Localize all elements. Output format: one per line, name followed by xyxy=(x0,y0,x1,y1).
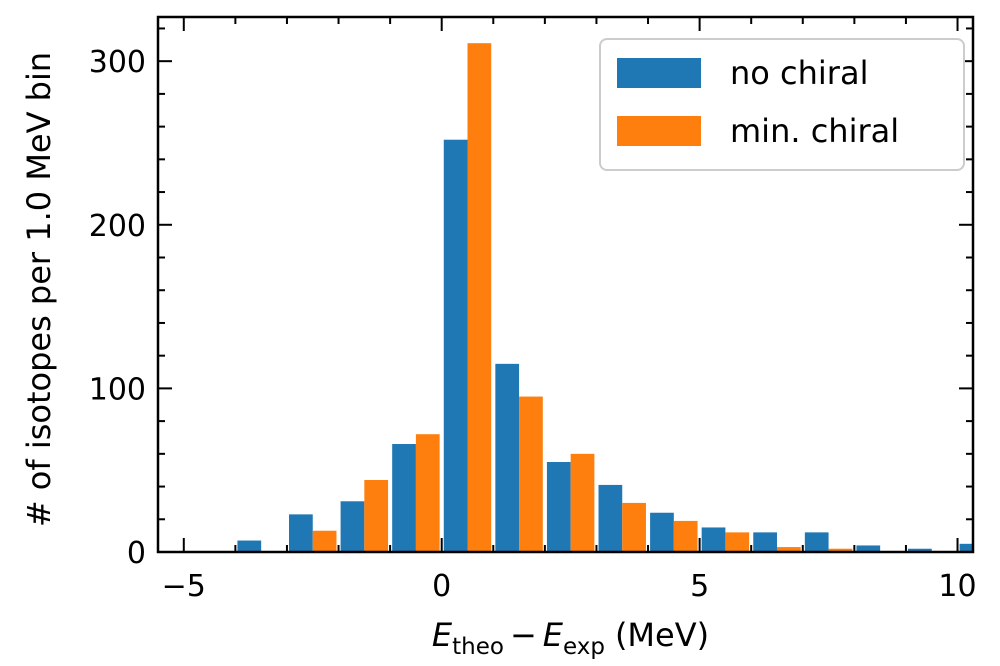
bar-no-chiral xyxy=(495,363,520,552)
x-axis-label-unit: (MeV) xyxy=(615,616,709,654)
bar-min-chiral xyxy=(828,548,853,552)
x-axis-label-sub2: exp xyxy=(563,634,605,660)
y-tick-label: 100 xyxy=(89,372,146,407)
bar-no-chiral xyxy=(237,540,262,552)
bar-no-chiral xyxy=(340,501,365,552)
legend-label: no chiral xyxy=(730,54,868,92)
bar-no-chiral xyxy=(546,462,571,552)
bar-no-chiral xyxy=(804,532,829,552)
legend-label: min. chiral xyxy=(730,112,899,150)
legend-swatch xyxy=(617,58,701,88)
bar-no-chiral xyxy=(443,139,468,552)
bar-min-chiral xyxy=(415,434,440,552)
bar-no-chiral xyxy=(598,484,623,552)
bar-min-chiral xyxy=(519,396,543,552)
legend-swatch xyxy=(617,116,701,146)
x-tick-label: 10 xyxy=(938,569,976,604)
x-axis-label-sub1: theo xyxy=(452,634,504,660)
bar-no-chiral xyxy=(908,548,932,552)
y-axis-label: # of isotopes per 1.0 MeV bin xyxy=(20,52,58,527)
y-tick-label: 300 xyxy=(89,45,146,80)
bar-min-chiral xyxy=(622,502,646,552)
bar-no-chiral xyxy=(289,514,313,552)
x-axis-label-e1: E xyxy=(432,616,453,654)
bar-min-chiral xyxy=(364,480,389,552)
bar-min-chiral xyxy=(467,43,492,552)
bar-no-chiral xyxy=(753,532,777,552)
x-axis-label-operator: − xyxy=(510,616,537,654)
bar-min-chiral xyxy=(673,520,698,552)
bar-no-chiral xyxy=(959,543,973,552)
plot-frame xyxy=(156,15,975,554)
x-tick-label: −5 xyxy=(162,569,206,604)
bar-no-chiral xyxy=(856,545,881,552)
x-axis-label-e2: E xyxy=(543,616,564,654)
x-tick-label: 0 xyxy=(432,569,451,604)
bar-min-chiral xyxy=(776,547,801,552)
bar-no-chiral xyxy=(650,512,674,552)
bar-min-chiral xyxy=(312,530,337,552)
bar-no-chiral xyxy=(701,527,726,552)
x-tick-label: 5 xyxy=(690,569,709,604)
y-tick-label: 0 xyxy=(127,536,146,571)
bar-no-chiral xyxy=(392,444,416,552)
bar-min-chiral xyxy=(725,532,750,552)
y-tick-label: 200 xyxy=(89,209,146,244)
bars-group xyxy=(237,43,973,552)
legend: no chiral min. chiral xyxy=(599,38,965,171)
x-axis-label: Etheo − Eexp (MeV) xyxy=(432,616,709,660)
bar-min-chiral xyxy=(570,453,595,552)
